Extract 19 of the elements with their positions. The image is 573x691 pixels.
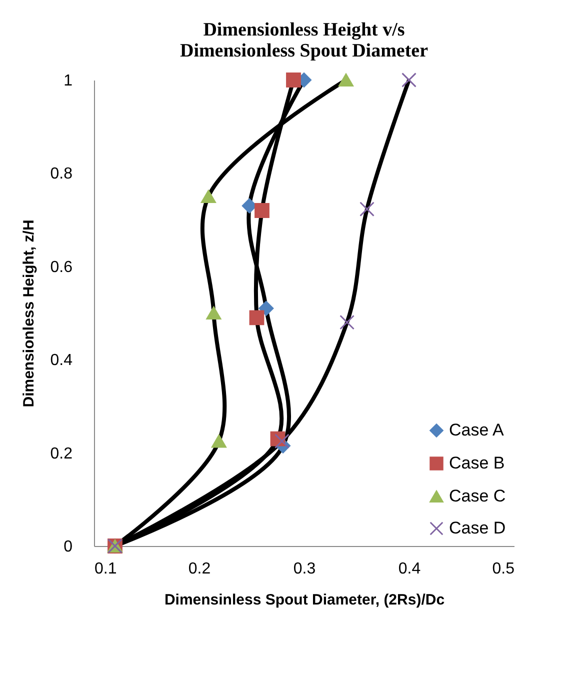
x-axis-title: Dimensinless Spout Diameter, (2Rs)/Dc — [164, 592, 445, 608]
x-tick-label: 0.4 — [398, 560, 421, 578]
x-tick-label: 0.2 — [188, 560, 211, 578]
legend-label: Case D — [449, 518, 506, 538]
x-tick-label: 0.3 — [293, 560, 316, 578]
y-tick-label: 0.4 — [50, 352, 73, 370]
legend-label: Case A — [449, 420, 504, 440]
text: Dimensionless Height v/s — [203, 19, 405, 40]
x-tick-label: 0.5 — [492, 560, 515, 578]
y-tick-label: 0.6 — [50, 258, 73, 276]
x-tick-label: 0.1 — [94, 560, 117, 578]
legend-label: Case B — [449, 454, 505, 472]
y-tick-label: 0 — [64, 538, 73, 556]
y-tick-label: 1 — [64, 72, 73, 90]
y-tick-label: 0.2 — [50, 445, 73, 462]
y-tick-label: 0.8 — [50, 166, 73, 183]
text: Dimensionless Spout Diameter — [180, 40, 428, 62]
legend-label: Case C — [449, 486, 506, 506]
y-axis-title: Dimensionless Height, z/H — [20, 220, 38, 408]
